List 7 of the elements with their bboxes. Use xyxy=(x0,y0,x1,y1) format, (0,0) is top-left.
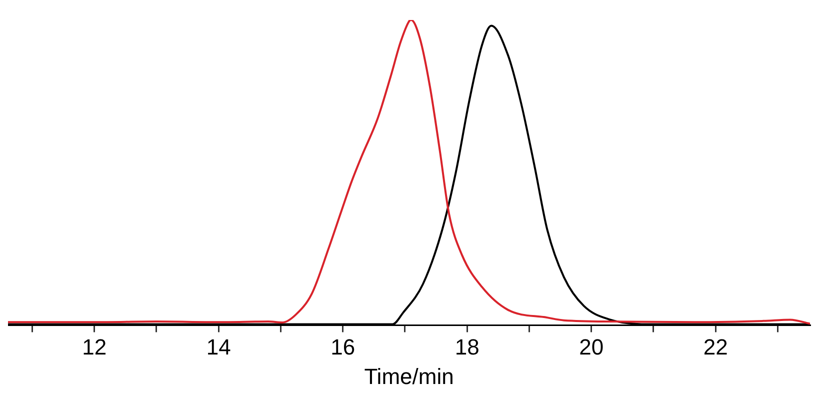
x-tick-label: 12 xyxy=(82,334,107,360)
x-axis-title: Time/min xyxy=(364,364,454,389)
x-tick-label: 16 xyxy=(330,334,356,360)
x-tick-label: 20 xyxy=(579,334,604,360)
x-tick-label: 14 xyxy=(206,334,231,360)
x-tick-label: 22 xyxy=(703,334,728,360)
x-tick-label: 18 xyxy=(454,334,480,360)
